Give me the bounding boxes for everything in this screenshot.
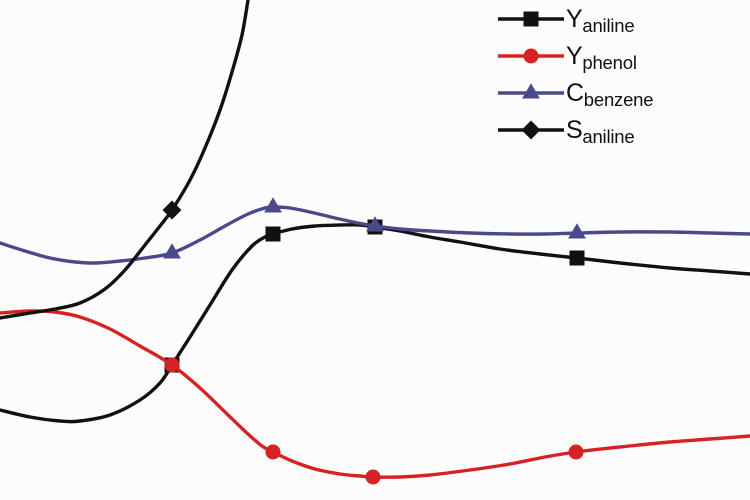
legend-label-base: S bbox=[566, 115, 583, 144]
data-point-triangle bbox=[366, 216, 384, 232]
legend-marker-diamond bbox=[496, 117, 566, 143]
series-line-y-aniline bbox=[0, 223, 750, 424]
legend-label-base: Y bbox=[566, 41, 583, 70]
legend-marker-square bbox=[496, 6, 566, 32]
data-point-square bbox=[265, 226, 281, 242]
legend-marker-circle bbox=[496, 43, 566, 69]
data-point-circle bbox=[365, 469, 381, 485]
legend-entry-y-aniline[interactable]: Yaniline bbox=[496, 4, 736, 35]
legend-label: Yaniline bbox=[566, 4, 635, 35]
data-point-triangle bbox=[264, 197, 282, 213]
legend-label-subscript: aniline bbox=[582, 15, 635, 37]
series-line-c-benzene bbox=[0, 205, 750, 265]
legend-label-subscript: aniline bbox=[582, 126, 635, 148]
legend-entry-y-phenol[interactable]: Yphenol bbox=[496, 41, 736, 72]
data-point-circle bbox=[568, 444, 584, 460]
series-c-benzene bbox=[0, 197, 750, 265]
legend-label: Cbenzene bbox=[566, 78, 654, 109]
data-point-triangle bbox=[568, 223, 586, 239]
series-y-phenol bbox=[0, 309, 750, 485]
data-point-circle bbox=[164, 357, 180, 373]
series-s-aniline bbox=[0, 0, 250, 320]
legend-marker-triangle bbox=[496, 80, 566, 106]
legend-label-base: Y bbox=[566, 4, 583, 33]
chart-legend: Yaniline Yphenol Cbenzene Saniline bbox=[496, 4, 736, 146]
legend-label-base: C bbox=[566, 78, 584, 107]
series-line-s-aniline bbox=[0, 0, 250, 320]
data-point-circle bbox=[265, 444, 281, 460]
data-point-diamond bbox=[162, 200, 182, 220]
data-point-square bbox=[569, 250, 585, 266]
legend-label-subscript: benzene bbox=[583, 89, 654, 111]
legend-entry-s-aniline[interactable]: Saniline bbox=[496, 115, 736, 146]
data-point-triangle bbox=[163, 243, 181, 259]
legend-label-subscript: phenol bbox=[582, 52, 637, 74]
legend-label: Yphenol bbox=[566, 41, 637, 72]
series-y-aniline bbox=[0, 219, 750, 424]
legend-label: Saniline bbox=[566, 115, 635, 146]
legend-entry-c-benzene[interactable]: Cbenzene bbox=[496, 78, 736, 109]
series-line-y-phenol bbox=[0, 309, 750, 479]
